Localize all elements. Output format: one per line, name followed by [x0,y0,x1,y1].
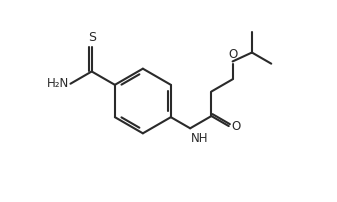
Text: NH: NH [191,132,209,145]
Text: H₂N: H₂N [47,77,69,90]
Text: S: S [88,31,96,44]
Text: O: O [232,120,241,133]
Text: O: O [228,48,237,61]
